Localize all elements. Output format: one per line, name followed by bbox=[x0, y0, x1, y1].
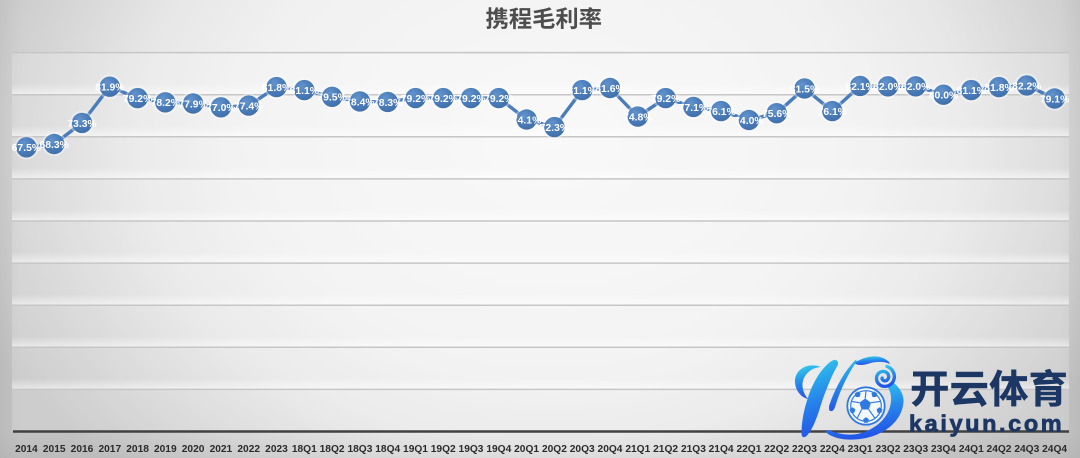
svg-text:2016: 2016 bbox=[71, 444, 94, 455]
svg-text:21Q2: 21Q2 bbox=[653, 444, 678, 455]
svg-text:74.8%: 74.8% bbox=[623, 113, 652, 124]
svg-text:2018: 2018 bbox=[126, 444, 149, 455]
svg-text:22Q4: 22Q4 bbox=[820, 444, 845, 455]
svg-text:79.2%: 79.2% bbox=[123, 94, 152, 105]
svg-text:18Q2: 18Q2 bbox=[320, 444, 345, 455]
svg-text:24Q3: 24Q3 bbox=[1014, 444, 1039, 455]
svg-text:23Q3: 23Q3 bbox=[903, 444, 928, 455]
svg-text:78.4%: 78.4% bbox=[345, 97, 374, 108]
svg-text:81.1%: 81.1% bbox=[290, 86, 319, 97]
svg-text:23Q1: 23Q1 bbox=[848, 444, 873, 455]
svg-text:23Q4: 23Q4 bbox=[931, 444, 956, 455]
svg-text:23Q2: 23Q2 bbox=[875, 444, 900, 455]
svg-text:24Q1: 24Q1 bbox=[959, 444, 984, 455]
svg-text:2015: 2015 bbox=[43, 444, 66, 455]
svg-text:73.3%: 73.3% bbox=[67, 119, 96, 130]
svg-text:81.1%: 81.1% bbox=[957, 86, 986, 97]
svg-text:72.3%: 72.3% bbox=[540, 123, 569, 134]
svg-text:79.2%: 79.2% bbox=[428, 94, 457, 105]
svg-text:18Q4: 18Q4 bbox=[375, 444, 400, 455]
svg-text:78.2%: 78.2% bbox=[151, 98, 180, 109]
svg-text:19Q1: 19Q1 bbox=[403, 444, 428, 455]
svg-text:77.4%: 77.4% bbox=[234, 102, 263, 113]
svg-text:79.1%: 79.1% bbox=[1040, 94, 1069, 105]
svg-text:74.1%: 74.1% bbox=[512, 115, 541, 126]
svg-text:20Q4: 20Q4 bbox=[598, 444, 623, 455]
svg-text:21Q1: 21Q1 bbox=[625, 444, 650, 455]
svg-text:76.1%: 76.1% bbox=[818, 107, 847, 118]
svg-text:77.1%: 77.1% bbox=[679, 103, 708, 114]
svg-text:81.8%: 81.8% bbox=[984, 83, 1013, 94]
svg-text:79.2%: 79.2% bbox=[651, 94, 680, 105]
svg-text:24Q4: 24Q4 bbox=[1042, 444, 1067, 455]
svg-text:81.1%: 81.1% bbox=[567, 86, 596, 97]
svg-text:18Q3: 18Q3 bbox=[347, 444, 372, 455]
svg-text:20Q1: 20Q1 bbox=[514, 444, 539, 455]
svg-text:79.2%: 79.2% bbox=[484, 94, 513, 105]
svg-text:67.5%: 67.5% bbox=[12, 143, 41, 154]
svg-text:22Q3: 22Q3 bbox=[792, 444, 817, 455]
svg-text:19Q2: 19Q2 bbox=[431, 444, 456, 455]
svg-text:82.2%: 82.2% bbox=[1012, 81, 1041, 92]
svg-text:78.3%: 78.3% bbox=[373, 98, 402, 109]
svg-text:81.9%: 81.9% bbox=[95, 83, 124, 94]
svg-text:2019: 2019 bbox=[154, 444, 177, 455]
svg-text:79.2%: 79.2% bbox=[456, 94, 485, 105]
svg-text:2022: 2022 bbox=[237, 444, 260, 455]
svg-text:22Q2: 22Q2 bbox=[764, 444, 789, 455]
svg-text:80.0%: 80.0% bbox=[929, 91, 958, 102]
svg-text:2014: 2014 bbox=[15, 444, 38, 455]
svg-text:81.6%: 81.6% bbox=[595, 84, 624, 95]
svg-text:22Q1: 22Q1 bbox=[736, 444, 761, 455]
svg-text:2021: 2021 bbox=[210, 444, 233, 455]
svg-text:81.5%: 81.5% bbox=[790, 84, 819, 95]
svg-text:19Q4: 19Q4 bbox=[486, 444, 511, 455]
svg-text:81.8%: 81.8% bbox=[262, 83, 291, 94]
svg-text:79.5%: 79.5% bbox=[317, 93, 346, 104]
svg-text:76.1%: 76.1% bbox=[706, 107, 735, 118]
svg-text:82.0%: 82.0% bbox=[873, 82, 902, 93]
svg-text:2020: 2020 bbox=[182, 444, 205, 455]
svg-text:20Q3: 20Q3 bbox=[570, 444, 595, 455]
svg-text:68.3%: 68.3% bbox=[39, 140, 68, 151]
svg-text:18Q1: 18Q1 bbox=[292, 444, 317, 455]
svg-text:77.9%: 77.9% bbox=[178, 99, 207, 110]
svg-text:74.0%: 74.0% bbox=[734, 116, 763, 127]
svg-text:79.2%: 79.2% bbox=[401, 94, 430, 105]
svg-text:19Q3: 19Q3 bbox=[459, 444, 484, 455]
svg-text:2023: 2023 bbox=[265, 444, 288, 455]
svg-text:82.1%: 82.1% bbox=[845, 82, 874, 93]
svg-text:77.0%: 77.0% bbox=[206, 103, 235, 114]
svg-text:21Q4: 21Q4 bbox=[709, 444, 734, 455]
svg-text:24Q2: 24Q2 bbox=[987, 444, 1012, 455]
svg-text:82.0%: 82.0% bbox=[901, 82, 930, 93]
svg-text:21Q3: 21Q3 bbox=[681, 444, 706, 455]
svg-text:2017: 2017 bbox=[98, 444, 121, 455]
svg-text:20Q2: 20Q2 bbox=[542, 444, 567, 455]
svg-text:75.6%: 75.6% bbox=[762, 109, 791, 120]
svg-text:kaiyun.com: kaiyun.com bbox=[909, 410, 1064, 436]
